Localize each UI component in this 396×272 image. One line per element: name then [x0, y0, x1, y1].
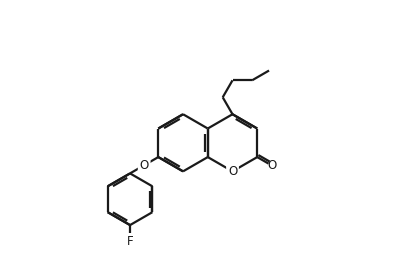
Text: O: O: [228, 165, 237, 178]
Text: O: O: [267, 159, 276, 172]
Text: F: F: [127, 234, 133, 248]
Text: O: O: [139, 159, 149, 172]
